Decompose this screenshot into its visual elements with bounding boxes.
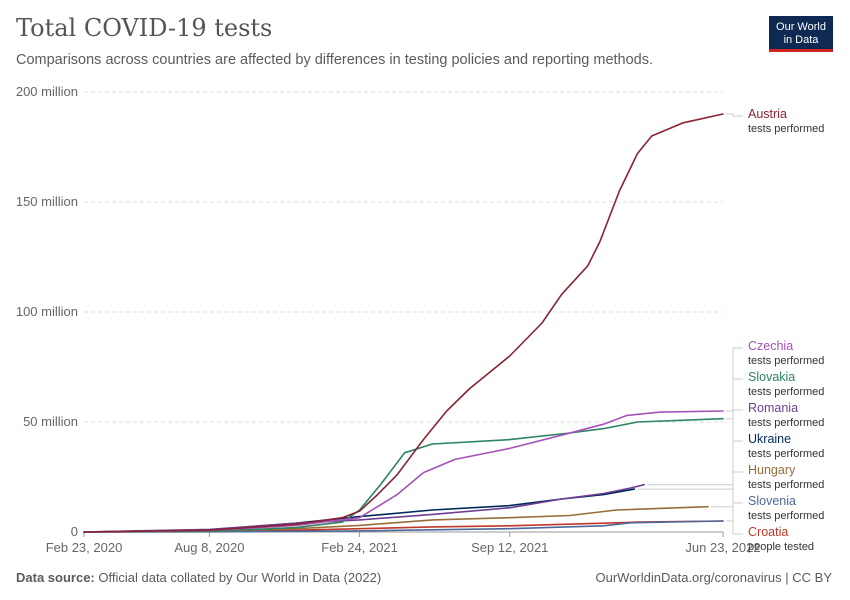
- x-tick-label: Jun 23, 2022: [685, 540, 760, 555]
- owid-logo[interactable]: Our World in Data: [769, 16, 833, 52]
- legend-label-slovakia[interactable]: Slovakia: [748, 370, 795, 384]
- x-tick-label: Feb 24, 2021: [321, 540, 398, 555]
- legend-note: tests performed: [748, 417, 824, 429]
- legend-note: tests performed: [748, 479, 824, 491]
- legend-connector: [637, 440, 743, 490]
- legend-connector: [726, 502, 743, 522]
- legend-label-austria[interactable]: Austria: [748, 107, 787, 121]
- y-tick-label: 0: [71, 524, 78, 539]
- footer-link[interactable]: OurWorldinData.org/coronavirus | CC BY: [595, 570, 832, 585]
- x-tick-label: Aug 8, 2020: [174, 540, 244, 555]
- legend-note: tests performed: [748, 448, 824, 460]
- gridlines: [84, 91, 723, 533]
- series-lines: [83, 113, 724, 533]
- source-label: Data source:: [16, 570, 95, 585]
- x-tick-label: Sep 12, 2021: [471, 540, 548, 555]
- legend-connector: [726, 520, 743, 535]
- x-axis-ticks: Feb 23, 2020 Aug 8, 2020 Feb 24, 2021 Sep 1…: [46, 532, 761, 555]
- legend-note: tests performed: [748, 355, 824, 367]
- footer-source: Data source: Official data collated by O…: [16, 570, 381, 585]
- legend: Austria tests performed Czechia tests perfo…: [637, 107, 824, 553]
- legend-note: tests performed: [748, 386, 824, 398]
- legend-connector: [726, 378, 743, 420]
- y-tick-label: 200 million: [16, 84, 78, 99]
- legend-label-slovenia[interactable]: Slovenia: [748, 494, 796, 508]
- legend-label-romania[interactable]: Romania: [748, 401, 798, 415]
- legend-label-czechia[interactable]: Czechia: [748, 339, 793, 353]
- legend-label-hungary[interactable]: Hungary: [748, 463, 796, 477]
- series-line-slovakia[interactable]: [83, 417, 724, 533]
- y-tick-label: 100 million: [16, 304, 78, 319]
- legend-connector: [710, 471, 743, 508]
- logo-line-1: Our World: [776, 21, 826, 33]
- series-line-austria[interactable]: [83, 113, 724, 533]
- chart-subtitle: Comparisons across countries are affecte…: [16, 52, 654, 68]
- source-text: Official data collated by Our World in D…: [98, 570, 382, 585]
- y-tick-label: 50 million: [23, 414, 78, 429]
- series-line-romania[interactable]: [83, 483, 645, 533]
- legend-note: tests performed: [748, 123, 824, 135]
- y-axis-ticks: 0 50 million 100 million 150 million 200 mil…: [16, 84, 78, 539]
- legend-label-croatia[interactable]: Croatia: [748, 525, 788, 539]
- legend-note: tests performed: [748, 510, 824, 522]
- legend-note: people tested: [748, 541, 814, 553]
- chart-title: Total COVID-19 tests: [16, 14, 273, 42]
- logo-line-2: in Data: [783, 34, 819, 46]
- series-line-czechia[interactable]: [83, 410, 724, 533]
- y-tick-label: 150 million: [16, 194, 78, 209]
- legend-connector: [726, 113, 743, 117]
- legend-label-ukraine[interactable]: Ukraine: [748, 432, 791, 446]
- x-tick-label: Feb 23, 2020: [46, 540, 123, 555]
